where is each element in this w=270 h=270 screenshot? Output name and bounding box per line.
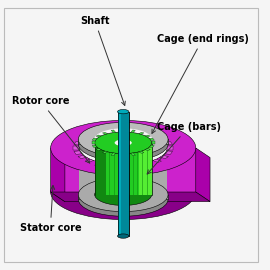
Polygon shape [107,164,114,169]
Ellipse shape [51,164,196,220]
Text: Cage (bars): Cage (bars) [147,122,221,174]
Ellipse shape [78,182,168,216]
Polygon shape [160,137,168,141]
Polygon shape [145,135,150,137]
Polygon shape [79,148,123,192]
Polygon shape [85,159,94,163]
Polygon shape [160,155,168,158]
Polygon shape [51,148,196,192]
Polygon shape [95,143,106,195]
Polygon shape [122,165,125,170]
Polygon shape [165,151,173,154]
Polygon shape [78,139,168,144]
Polygon shape [78,137,87,141]
Polygon shape [153,133,161,137]
Polygon shape [95,162,103,166]
Ellipse shape [80,178,166,211]
Polygon shape [153,159,161,163]
Polygon shape [78,155,87,158]
Polygon shape [79,148,167,192]
Polygon shape [131,130,135,133]
Ellipse shape [80,131,166,164]
Polygon shape [122,154,124,157]
Polygon shape [152,141,155,144]
Polygon shape [78,195,168,199]
Polygon shape [102,132,108,134]
Polygon shape [143,162,152,166]
Polygon shape [143,130,152,134]
Ellipse shape [117,110,129,114]
Polygon shape [131,153,135,156]
Ellipse shape [79,175,167,209]
Ellipse shape [51,120,196,176]
Ellipse shape [94,128,152,150]
Polygon shape [133,127,140,132]
Polygon shape [196,148,210,202]
Polygon shape [150,138,154,140]
Ellipse shape [95,184,152,205]
Ellipse shape [78,178,168,212]
Polygon shape [51,192,210,202]
Text: Rotor core: Rotor core [12,96,90,163]
Polygon shape [80,144,166,195]
Polygon shape [117,112,122,236]
Polygon shape [139,132,144,134]
Text: Cage (end rings): Cage (end rings) [152,34,249,133]
Polygon shape [107,127,114,132]
Ellipse shape [93,133,153,156]
Polygon shape [73,146,79,150]
Polygon shape [111,153,116,156]
Polygon shape [139,151,144,153]
Ellipse shape [79,131,167,165]
Polygon shape [92,141,95,144]
Polygon shape [74,151,82,154]
Polygon shape [74,141,82,145]
Polygon shape [150,145,154,147]
Polygon shape [95,143,152,195]
Polygon shape [122,126,125,131]
Polygon shape [92,138,97,140]
Polygon shape [102,151,108,153]
Text: Shaft: Shaft [80,16,125,106]
Ellipse shape [78,122,168,156]
Polygon shape [133,164,140,169]
Ellipse shape [80,128,166,160]
Polygon shape [96,135,101,137]
Ellipse shape [95,132,152,154]
Polygon shape [165,141,173,145]
Polygon shape [145,148,150,151]
Polygon shape [167,146,173,150]
Polygon shape [139,143,152,195]
Polygon shape [92,145,97,147]
Polygon shape [95,130,103,134]
Polygon shape [51,148,65,202]
Polygon shape [117,112,129,236]
Ellipse shape [117,234,129,238]
Polygon shape [85,133,94,137]
Polygon shape [96,148,101,151]
Polygon shape [123,148,196,192]
Ellipse shape [115,140,132,146]
Polygon shape [122,129,124,132]
Polygon shape [111,130,116,133]
Text: Stator core: Stator core [19,185,81,233]
Ellipse shape [78,127,168,161]
